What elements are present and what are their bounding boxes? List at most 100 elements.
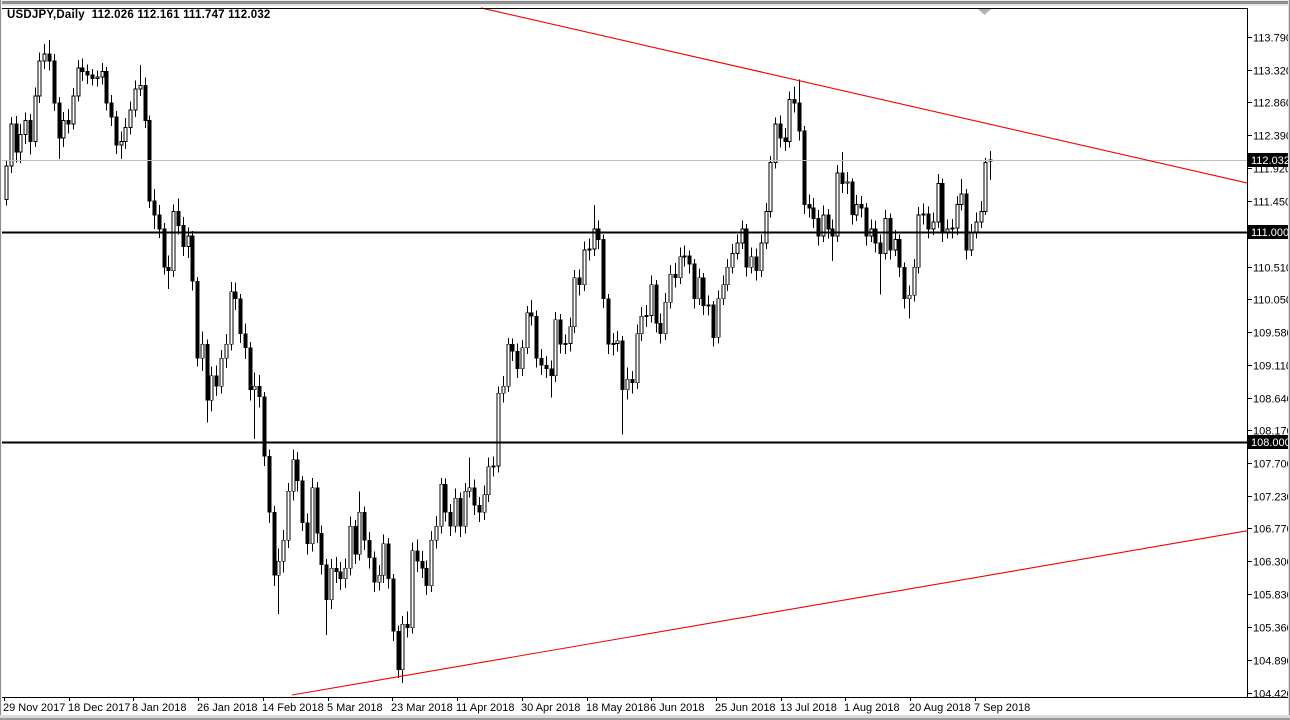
bear-candle (539, 357, 544, 366)
bull-candle (429, 539, 434, 587)
bear-candle (166, 266, 171, 272)
price-tick-label: 106.300 (1253, 557, 1290, 569)
bear-candle (391, 578, 396, 632)
bear-candle (673, 273, 678, 279)
candles-layer (4, 39, 993, 684)
bear-candle (859, 203, 864, 209)
bull-candle (467, 487, 472, 492)
bear-candle (181, 224, 186, 247)
price-tick-label: 109.580 (1253, 328, 1290, 340)
bull-candle (625, 378, 630, 391)
bull-candle (138, 84, 143, 90)
price-tick-label: 113.790 (1253, 33, 1290, 45)
time-axis[interactable]: 29 Nov 2017 18 Dec 2017 8 Jan 2018 26 Jan 2… (3, 698, 1030, 714)
bear-candle (744, 228, 749, 268)
bull-candle (615, 340, 620, 345)
bear-candle (362, 511, 367, 541)
bull-candle (224, 343, 229, 359)
bear-candle (544, 364, 549, 370)
bull-candle (639, 315, 644, 335)
price-tick-label: 104.420 (1253, 689, 1290, 701)
bear-candle (558, 319, 563, 345)
bull-candle (186, 235, 191, 247)
current-price-badge (1248, 153, 1289, 167)
bull-candle (520, 347, 525, 370)
bear-candle (338, 571, 343, 580)
bull-candle (635, 333, 640, 384)
bear-candle (143, 84, 148, 121)
bull-candle (463, 490, 468, 527)
bull-candle (329, 567, 334, 601)
bear-candle (515, 350, 520, 370)
price-axis[interactable]: 113.790113.320112.860112.390111.920111.4… (1248, 33, 1290, 701)
current-price-badge-label: 112.032 (1251, 155, 1290, 167)
bear-candle (802, 130, 807, 205)
bear-candle (57, 102, 62, 139)
bear-candle (85, 70, 90, 76)
bear-candle (792, 98, 797, 104)
date-tick-label: 23 Mar 2018 (391, 702, 453, 714)
autoscroll-triangle-marker[interactable] (978, 9, 991, 15)
date-tick-label: 7 Sep 2018 (974, 702, 1030, 714)
bear-candle (324, 564, 329, 601)
bear-candle (319, 532, 324, 566)
bear-candle (257, 385, 262, 398)
bull-candle (931, 221, 936, 230)
price-tick-label: 110.510 (1253, 263, 1290, 275)
bull-candle (229, 291, 234, 345)
trendlines-layer[interactable] (291, 7, 1248, 696)
bull-candle (71, 95, 76, 125)
bull-candle (773, 123, 778, 163)
bear-candle (964, 193, 969, 251)
bear-candle (902, 266, 907, 300)
ascending-support-trendline[interactable] (291, 530, 1248, 696)
bear-candle (14, 123, 19, 153)
bull-candle (644, 315, 649, 318)
bear-candle (477, 504, 482, 513)
bull-candle (491, 465, 496, 468)
bull-candle (33, 95, 38, 142)
bear-candle (926, 213, 931, 230)
bull-candle (100, 70, 105, 78)
bull-candle (721, 284, 726, 300)
bear-candle (248, 347, 253, 391)
bear-candle (243, 333, 248, 349)
bear-candle (52, 60, 57, 104)
price-tick-label: 106.770 (1253, 524, 1290, 536)
plot-border (0, 8, 1288, 698)
bull-candle (171, 210, 176, 272)
bull-candle (697, 277, 702, 300)
bull-candle (912, 266, 917, 296)
bear-candle (577, 277, 582, 286)
bear-candle (214, 375, 219, 387)
bull-candle (400, 623, 405, 671)
date-tick-label: 13 Jul 2018 (780, 702, 837, 714)
price-tick-label: 111.450 (1253, 197, 1290, 209)
price-tick-label: 107.700 (1253, 459, 1290, 471)
bull-candle (525, 312, 530, 349)
bull-candle (439, 483, 444, 527)
bear-candle (443, 483, 448, 513)
bear-candle (534, 315, 539, 359)
bull-candle (706, 304, 711, 307)
bear-candle (396, 630, 401, 671)
bear-candle (176, 210, 181, 226)
bull-candle (453, 497, 458, 527)
horizontal-lines-layer[interactable] (2, 160, 1247, 444)
bull-candle (496, 392, 501, 467)
bull-candle (123, 126, 128, 142)
bear-candle (701, 277, 706, 307)
bull-candle (759, 242, 764, 272)
bull-candle (893, 238, 898, 251)
bull-candle (310, 487, 315, 545)
descending-resistance-trendline[interactable] (480, 7, 1248, 184)
date-tick-label: 29 Nov 2017 (3, 702, 65, 714)
bull-candle (572, 277, 577, 328)
price-tick-label: 112.390 (1253, 131, 1290, 143)
bull-candle (9, 123, 14, 167)
bull-candle (119, 140, 124, 146)
bull-candle (410, 550, 415, 629)
bull-candle (252, 385, 257, 391)
